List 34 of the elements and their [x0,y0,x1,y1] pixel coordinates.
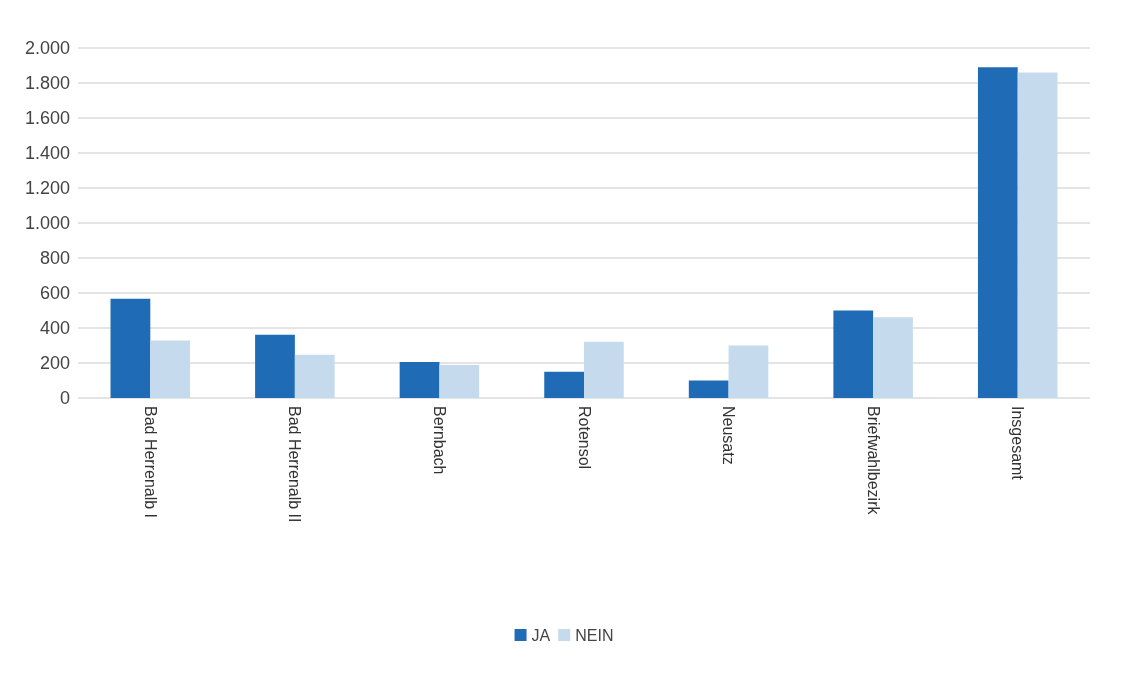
bar [150,340,191,398]
y-tick-label: 800 [39,248,70,268]
y-tick-label: 2.000 [24,38,70,58]
y-tick-label: 1.000 [24,213,70,233]
bar [1017,72,1058,398]
bar [255,334,295,398]
y-tick-label: 600 [39,283,70,303]
bar [294,354,335,398]
x-tick-label: Bernbach [430,406,448,475]
y-tick-label: 0 [59,388,70,408]
bar [110,298,151,398]
y-tick-label: 200 [39,353,70,373]
y-tick-label: 1.200 [24,178,70,198]
y-tick-label: 1.400 [24,143,70,163]
x-tick-label: Neusatz [720,406,738,465]
x-tick-label: Bad Herrenalb I [141,406,159,519]
bar [439,364,480,398]
y-tick-label: 1.800 [24,73,70,93]
x-tick-label: Briefwahlbezirk [864,406,882,516]
legend-label: JA [531,626,551,644]
bar [873,317,913,398]
bar [728,345,769,398]
y-tick-label: 1.600 [24,108,70,128]
x-tick-label: Bad Herrenalb II [286,406,304,523]
bar [977,67,1018,398]
bar [584,341,624,398]
x-tick-label: Insgesamt [1009,406,1027,481]
bar [688,380,729,398]
bar [544,371,584,398]
bar [833,310,874,398]
legend-label: NEIN [575,626,614,644]
x-tick-label: Rotensol [575,406,593,470]
bar [399,361,440,398]
y-tick-label: 400 [39,318,70,338]
